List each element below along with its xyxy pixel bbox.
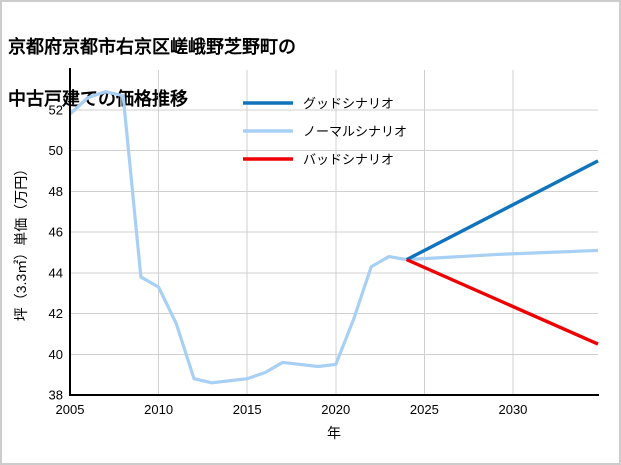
chart-title: 京都府京都市右京区嵯峨野芝野町の 中古戸建ての価格推移	[8, 8, 608, 138]
chart-title-line-1: 京都府京都市右京区嵯峨野芝野町の	[8, 37, 296, 57]
x-tick-label-2025: 2025	[410, 402, 439, 417]
tick-labels-group: 38 40 42 44 46 48 50 52 2005 2010 2015 2020 2025 2030	[49, 103, 528, 418]
y-tick-label-46: 46	[49, 225, 63, 240]
legend-item-2[interactable]: ノーマルシナリオ	[243, 124, 407, 139]
series-line-2	[405, 159, 599, 262]
legend-label-1: グッドシナリオ	[303, 96, 394, 111]
legend-item-3[interactable]: バッドシナリオ	[243, 152, 394, 167]
axis-titles-group: 年 坪（3.3㎡）単価（万円）	[13, 162, 341, 441]
chart-title-line-2: 中古戸建ての価格推移	[8, 89, 188, 109]
x-tick-label-2005: 2005	[56, 402, 85, 417]
y-tick-label-42: 42	[49, 306, 63, 321]
y-tick-label-50: 50	[49, 143, 63, 158]
y-tick-label-40: 40	[49, 347, 63, 362]
legend-item-1[interactable]: グッドシナリオ	[243, 96, 394, 111]
x-tick-label-2030: 2030	[498, 402, 527, 417]
y-tick-label-44: 44	[49, 265, 63, 280]
legend-label-3: バッドシナリオ	[303, 152, 394, 167]
x-tick-label-2010: 2010	[144, 402, 173, 417]
x-tick-label-2020: 2020	[321, 402, 350, 417]
y-axis-title: 坪（3.3㎡）単価（万円）	[13, 162, 29, 321]
series-line-3	[405, 258, 599, 346]
x-axis-title: 年	[327, 425, 341, 441]
series-line-1	[68, 90, 599, 385]
y-tick-label-38: 38	[49, 388, 63, 403]
axis-group	[68, 68, 599, 397]
x-tick-label-2015: 2015	[233, 402, 262, 417]
gridlines-group	[69, 70, 598, 396]
legend-label-2: ノーマルシナリオ	[303, 124, 407, 139]
series-group	[68, 90, 599, 385]
y-tick-label-52: 52	[49, 103, 63, 118]
y-tick-label-48: 48	[49, 184, 63, 199]
